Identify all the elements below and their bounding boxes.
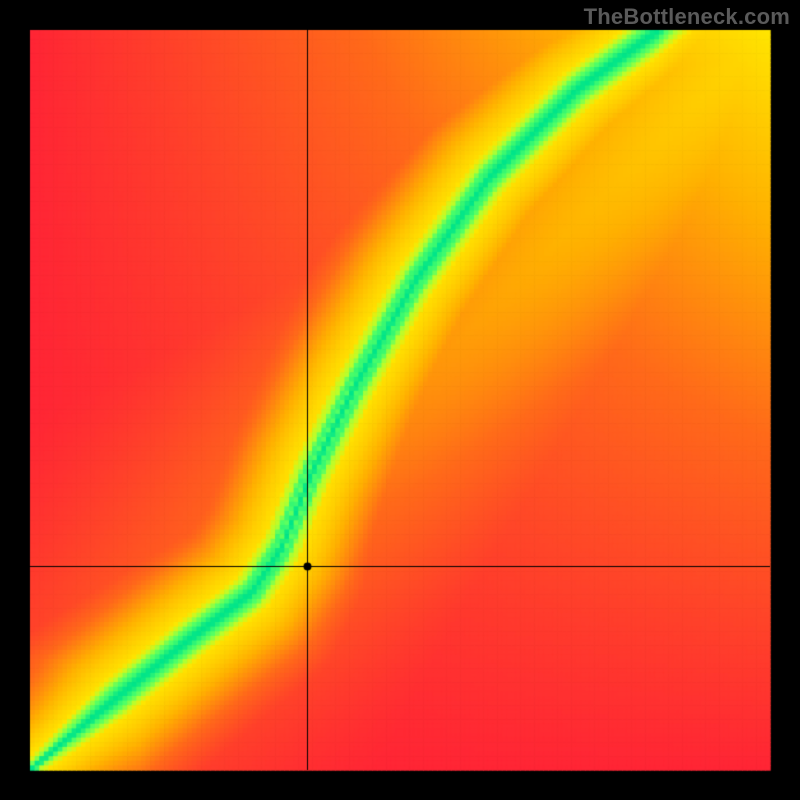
watermark-text: TheBottleneck.com [584, 4, 790, 30]
heatmap-canvas [0, 0, 800, 800]
chart-root: TheBottleneck.com [0, 0, 800, 800]
